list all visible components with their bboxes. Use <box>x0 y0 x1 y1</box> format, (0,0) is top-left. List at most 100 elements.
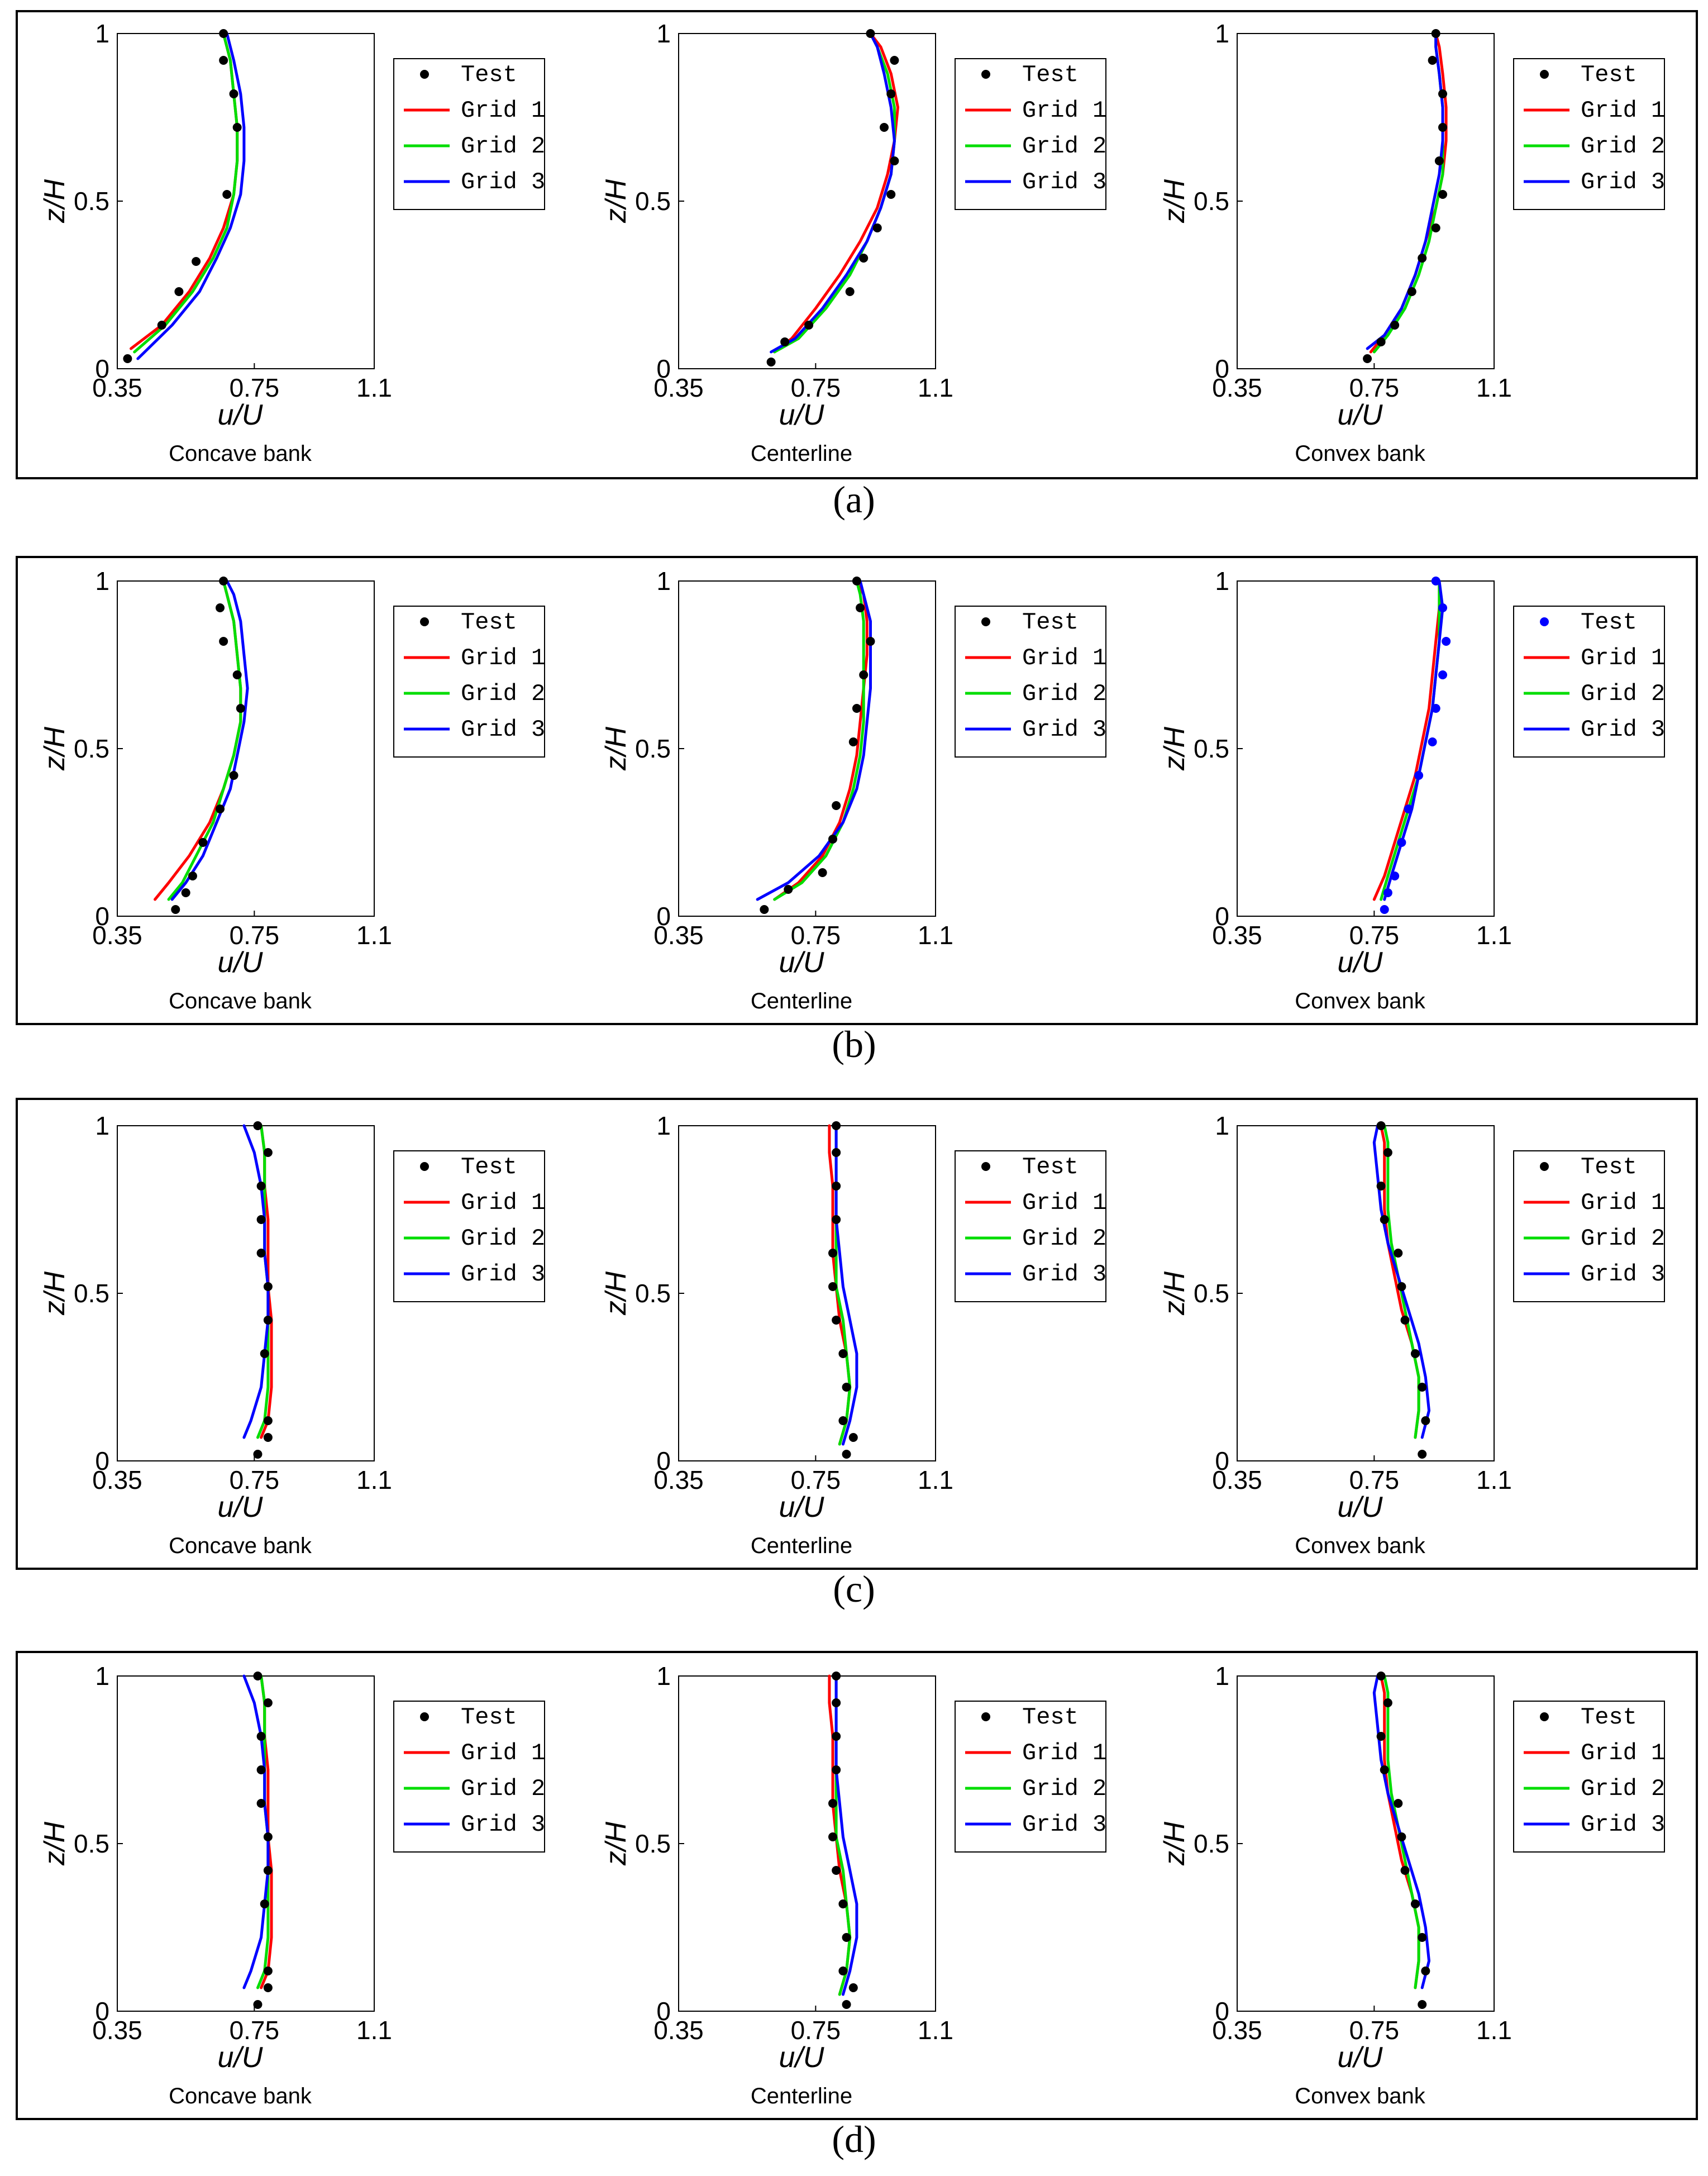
axes-frame <box>678 580 936 917</box>
y-tick-label: 0.5 <box>635 187 671 216</box>
test-data-point <box>1376 1672 1386 1680</box>
test-data-point <box>1438 89 1447 98</box>
test-data-point <box>880 123 889 132</box>
test-data-point <box>253 2000 263 2009</box>
test-data-point <box>1434 156 1444 165</box>
plot-area <box>242 1672 273 2009</box>
legend-label: Test <box>1022 61 1079 88</box>
test-data-point <box>263 1983 273 1992</box>
subplot-title: Concave bank <box>169 989 312 1013</box>
x-tick-label: 0.75 <box>230 921 280 950</box>
axes-frame <box>117 580 375 917</box>
test-data-point <box>1397 838 1406 847</box>
subplot-title: Convex bank <box>1295 1534 1425 1558</box>
test-data-point <box>216 603 225 612</box>
series-grid-1-line <box>773 32 899 354</box>
legend-label: Test <box>1581 61 1637 88</box>
series-grid-3-line <box>834 1674 858 1996</box>
legend: Test Grid 1 Grid 2 Grid 3 <box>955 58 1106 210</box>
legend-label: Grid 3 <box>1022 1261 1106 1288</box>
subplot-title: Convex bank <box>1295 2084 1425 2108</box>
test-data-point <box>832 1121 841 1130</box>
test-data-point <box>219 56 228 65</box>
test-data-point <box>157 321 166 330</box>
legend-test-marker <box>981 617 990 626</box>
plot-area <box>242 1121 273 1459</box>
test-data-point <box>260 1349 269 1358</box>
series-grid-3-line <box>770 32 896 354</box>
plot-d-centerline: 0.35 0.75 1.1 0 0.5 1 u/U z/H Centerline Test Grid… <box>600 1661 1106 2108</box>
series-grid-3-line <box>1372 1124 1430 1439</box>
test-data-point <box>1400 1866 1410 1875</box>
x-axis-label: u/U <box>1338 1491 1383 1523</box>
plot-a-centerline: 0.35 0.75 1.1 0 0.5 1 u/U z/H Centerline Test Grid… <box>600 19 1106 466</box>
legend-label: Grid 1 <box>1022 1740 1106 1766</box>
x-tick-label: 1.1 <box>356 921 392 950</box>
legend-test-marker <box>981 70 990 79</box>
test-data-point <box>842 1383 851 1392</box>
test-data-point <box>859 670 869 679</box>
x-axis-label: u/U <box>779 399 824 431</box>
plot-area <box>154 577 249 914</box>
subplot-title: Centerline <box>751 1534 852 1558</box>
legend-label: Grid 3 <box>1581 1811 1665 1838</box>
legend-box <box>1513 606 1665 758</box>
test-data-point <box>1438 603 1447 612</box>
y-axis-label: z/H <box>39 727 71 771</box>
legend: Test Grid 1 Grid 2 Grid 3 <box>393 58 545 210</box>
legend-test-marker <box>981 1162 990 1171</box>
test-data-point <box>832 1182 841 1191</box>
x-axis-label: u/U <box>218 946 263 979</box>
plot-area <box>766 29 899 366</box>
legend-box <box>955 606 1106 758</box>
test-data-point <box>253 1121 263 1130</box>
legend-label: Grid 1 <box>461 1740 545 1766</box>
test-data-point <box>842 1933 851 1942</box>
legend-test-marker <box>1540 70 1549 79</box>
test-data-point <box>1380 1215 1389 1224</box>
subplot-title: Concave bank <box>169 1534 312 1558</box>
test-data-point <box>828 1799 837 1808</box>
test-data-point <box>1400 1316 1410 1325</box>
test-data-point <box>263 1416 273 1425</box>
x-tick-label: 1.1 <box>918 1465 953 1494</box>
test-data-point <box>236 704 245 713</box>
test-data-point <box>1418 1450 1427 1459</box>
plot-area <box>1372 1121 1430 1459</box>
legend-test-marker <box>981 1712 990 1721</box>
legend: Test Grid 1 Grid 2 Grid 3 <box>955 1701 1106 1853</box>
y-axis-label: z/H <box>600 1272 632 1316</box>
axes-frame <box>1237 1125 1495 1461</box>
y-tick-label: 0.5 <box>74 1829 109 1858</box>
y-tick-label: 0 <box>95 354 109 383</box>
panel-label-a: (a) <box>833 478 875 521</box>
legend-box <box>955 1701 1106 1853</box>
y-axis-label: z/H <box>39 1822 71 1866</box>
legend-test-marker <box>420 70 429 79</box>
legend-label: Grid 1 <box>1581 645 1665 672</box>
series-grid-3-line <box>1383 579 1444 901</box>
test-data-point <box>832 1672 841 1680</box>
x-axis-label: u/U <box>779 946 824 979</box>
y-tick-label: 0 <box>1215 354 1229 383</box>
legend-box <box>955 1150 1106 1302</box>
subplot-title: Centerline <box>751 989 852 1013</box>
y-tick-label: 1 <box>656 1111 671 1140</box>
legend-label: Test <box>461 1154 517 1180</box>
test-data-point <box>1383 888 1392 897</box>
test-data-point <box>1404 804 1413 813</box>
y-tick-label: 0 <box>1215 902 1229 931</box>
legend-box <box>1513 58 1665 210</box>
test-data-point <box>256 1215 266 1224</box>
x-tick-label: 0.75 <box>1349 373 1400 402</box>
test-data-point <box>229 771 238 780</box>
y-axis-label: z/H <box>1158 1822 1191 1866</box>
axes-frame <box>117 1675 375 2012</box>
test-data-point <box>842 2000 851 2009</box>
plot-area <box>828 1121 858 1459</box>
test-data-point <box>842 1450 851 1459</box>
legend-label: Grid 3 <box>1581 716 1665 743</box>
x-tick-label: 0.35 <box>1212 2016 1262 2045</box>
legend-box <box>393 58 545 210</box>
x-axis-label: u/U <box>779 1491 824 1523</box>
